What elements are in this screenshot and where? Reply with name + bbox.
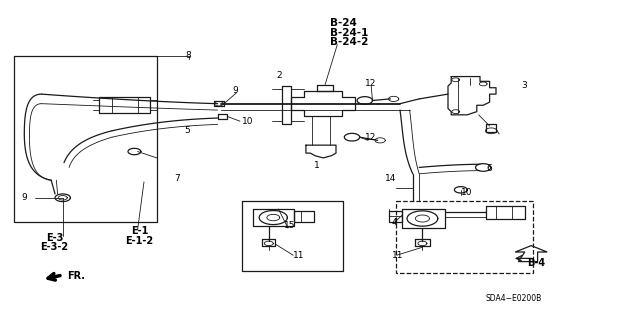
Text: 3: 3 <box>522 81 527 90</box>
Text: 10: 10 <box>461 189 472 197</box>
Text: 12: 12 <box>365 133 376 142</box>
Text: E-3-2: E-3-2 <box>40 242 68 252</box>
Text: 15: 15 <box>284 221 296 230</box>
Bar <box>396 201 533 273</box>
Text: 11: 11 <box>392 251 403 260</box>
Text: 12: 12 <box>365 79 376 88</box>
Text: 4: 4 <box>392 218 397 227</box>
Text: 10: 10 <box>242 117 253 126</box>
Text: 11: 11 <box>293 251 305 260</box>
Text: B-24: B-24 <box>330 18 356 28</box>
Text: 7: 7 <box>174 174 180 183</box>
Text: B-24-1: B-24-1 <box>330 27 368 38</box>
Text: E-1-2: E-1-2 <box>125 236 154 246</box>
Text: 5: 5 <box>184 126 190 135</box>
Text: 1: 1 <box>314 161 319 170</box>
Text: FR.: FR. <box>67 271 85 281</box>
Text: 6: 6 <box>486 164 492 173</box>
Text: 2: 2 <box>276 71 282 80</box>
Text: 9: 9 <box>21 193 27 202</box>
Text: 9: 9 <box>232 86 238 95</box>
Text: 14: 14 <box>385 174 397 182</box>
Text: 8: 8 <box>186 51 191 60</box>
Text: E-1: E-1 <box>131 226 148 236</box>
Text: B-4: B-4 <box>527 257 545 268</box>
Text: SDA4−E0200B: SDA4−E0200B <box>485 294 541 303</box>
Text: B-24-2: B-24-2 <box>330 37 368 47</box>
Text: E-3: E-3 <box>46 233 63 243</box>
